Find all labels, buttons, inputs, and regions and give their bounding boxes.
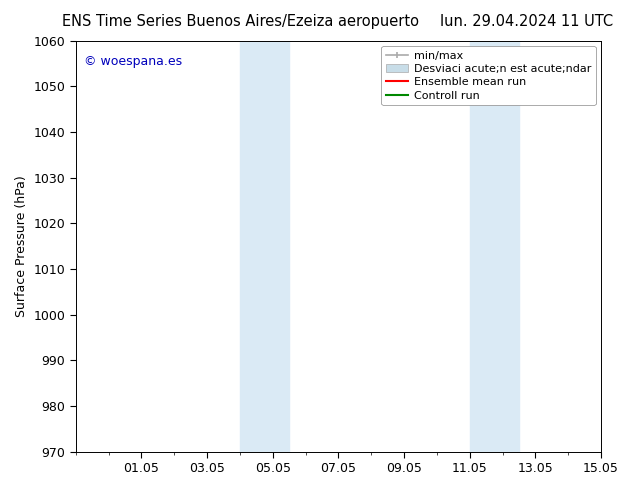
Text: lun. 29.04.2024 11 UTC: lun. 29.04.2024 11 UTC	[439, 14, 613, 29]
Legend: min/max, Desviaci acute;n est acute;ndar, Ensemble mean run, Controll run: min/max, Desviaci acute;n est acute;ndar…	[382, 46, 595, 105]
Text: ENS Time Series Buenos Aires/Ezeiza aeropuerto: ENS Time Series Buenos Aires/Ezeiza aero…	[62, 14, 420, 29]
Bar	[240, 41, 289, 452]
Bar	[470, 41, 519, 452]
Y-axis label: Surface Pressure (hPa): Surface Pressure (hPa)	[15, 175, 28, 317]
Text: © woespana.es: © woespana.es	[84, 55, 182, 68]
